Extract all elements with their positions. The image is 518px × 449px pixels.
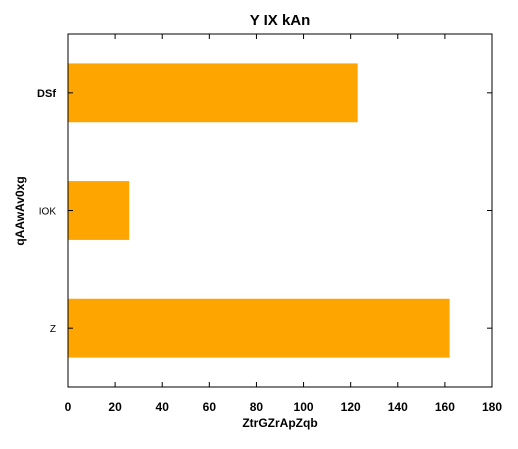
bar-Z [68,298,450,358]
y-axis-label: qAAwAv0xg [13,176,27,245]
x-tick-label: 140 [388,400,408,414]
chart-title: Y IX kAn [250,12,311,29]
bars-group [68,63,450,358]
y-tick-label: DSf [37,88,56,100]
x-tick-label: 100 [294,400,314,414]
bar-DSf [68,63,358,123]
x-tick-label: 180 [482,400,502,414]
x-axis-ticks: 0 20 40 60 80 100 120 140 160 180 [65,34,502,414]
x-tick-label: 20 [108,400,122,414]
y-axis-ticks: DSf IOK Z [37,88,492,335]
x-axis-label: ZtrGZrApZqb [242,416,317,430]
x-tick-label: 160 [435,400,455,414]
x-tick-label: 0 [65,400,72,414]
y-tick-label: IOK [39,207,57,218]
x-tick-label: 80 [250,400,264,414]
x-tick-label: 60 [203,400,217,414]
bar-IOK [68,181,130,240]
y-tick-label: Z [50,324,56,335]
x-tick-label: 40 [156,400,170,414]
x-tick-label: 120 [341,400,361,414]
